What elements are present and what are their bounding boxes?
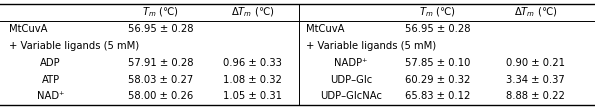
Text: ADP: ADP	[40, 58, 61, 68]
Text: UDP–Glc: UDP–Glc	[330, 75, 372, 85]
Text: UDP–GlcNAc: UDP–GlcNAc	[320, 91, 382, 101]
Text: + Variable ligands (5 mM): + Variable ligands (5 mM)	[306, 41, 437, 51]
Text: + Variable ligands (5 mM): + Variable ligands (5 mM)	[9, 41, 139, 51]
Text: 58.00 ± 0.26: 58.00 ± 0.26	[128, 91, 193, 101]
Text: MtCuvA: MtCuvA	[9, 24, 48, 34]
Text: 58.03 ± 0.27: 58.03 ± 0.27	[128, 75, 193, 85]
Text: 8.88 ± 0.22: 8.88 ± 0.22	[506, 91, 565, 101]
Text: MtCuvA: MtCuvA	[306, 24, 345, 34]
Text: 57.85 ± 0.10: 57.85 ± 0.10	[405, 58, 470, 68]
Text: 60.29 ± 0.32: 60.29 ± 0.32	[405, 75, 470, 85]
Text: 0.90 ± 0.21: 0.90 ± 0.21	[506, 58, 565, 68]
Text: ATP: ATP	[42, 75, 60, 85]
Text: 0.96 ± 0.33: 0.96 ± 0.33	[224, 58, 282, 68]
Text: NAD⁺: NAD⁺	[37, 91, 64, 101]
Text: NADP⁺: NADP⁺	[334, 58, 368, 68]
Text: 1.08 ± 0.32: 1.08 ± 0.32	[224, 75, 282, 85]
Text: $\Delta T_m$ (℃): $\Delta T_m$ (℃)	[231, 6, 275, 19]
Text: 56.95 ± 0.28: 56.95 ± 0.28	[128, 24, 193, 34]
Text: 56.95 ± 0.28: 56.95 ± 0.28	[405, 24, 470, 34]
Text: 1.05 ± 0.31: 1.05 ± 0.31	[223, 91, 283, 101]
Text: 3.34 ± 0.37: 3.34 ± 0.37	[506, 75, 565, 85]
Text: 65.83 ± 0.12: 65.83 ± 0.12	[405, 91, 470, 101]
Text: $\Delta T_m$ (℃): $\Delta T_m$ (℃)	[513, 6, 558, 19]
Text: $T_m$ (℃): $T_m$ (℃)	[142, 6, 179, 19]
Text: 57.91 ± 0.28: 57.91 ± 0.28	[128, 58, 193, 68]
Text: $T_m$ (℃): $T_m$ (℃)	[419, 6, 456, 19]
